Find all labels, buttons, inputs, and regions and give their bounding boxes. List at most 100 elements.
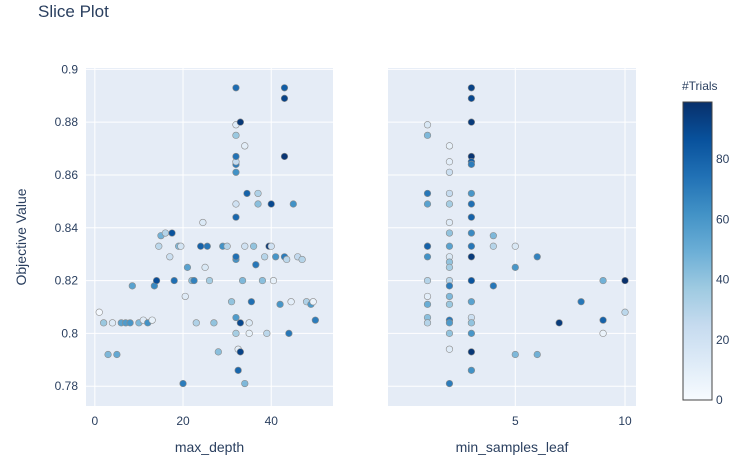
trial-point[interactable] [254, 189, 262, 198]
trial-point[interactable] [236, 348, 244, 356]
trial-point[interactable] [445, 292, 454, 301]
trial-point[interactable] [126, 319, 134, 327]
trial-point[interactable] [445, 168, 454, 176]
trial-point[interactable] [621, 276, 629, 285]
trial-point[interactable] [445, 189, 454, 198]
trial-point[interactable] [236, 319, 244, 327]
trial-point[interactable] [445, 300, 454, 308]
trial-point[interactable] [285, 329, 293, 337]
trial-point[interactable] [423, 292, 432, 301]
trial-point[interactable] [104, 350, 112, 359]
trial-point[interactable] [423, 189, 432, 198]
trial-point[interactable] [214, 348, 222, 356]
trial-point[interactable] [423, 121, 432, 129]
trial-point[interactable] [223, 242, 231, 250]
trial-point[interactable] [276, 300, 284, 308]
trial-point[interactable] [232, 253, 240, 261]
trial-point[interactable] [467, 319, 475, 327]
trial-point[interactable] [155, 242, 163, 250]
trial-point[interactable] [298, 255, 306, 264]
trial-point[interactable] [621, 308, 629, 316]
trial-point[interactable] [423, 131, 432, 139]
trial-point[interactable] [467, 189, 475, 198]
trial-point[interactable] [423, 276, 432, 285]
trial-point[interactable] [533, 253, 541, 261]
trial-point[interactable] [181, 292, 189, 301]
trial-point[interactable] [177, 242, 185, 250]
trial-point[interactable] [236, 118, 244, 126]
trial-point[interactable] [241, 242, 249, 250]
trial-point[interactable] [201, 263, 209, 271]
trial-point[interactable] [467, 366, 475, 374]
trial-point[interactable] [203, 242, 211, 250]
trial-point[interactable] [467, 329, 475, 337]
trial-point[interactable] [263, 329, 271, 337]
trial-point[interactable] [232, 313, 240, 322]
trial-point[interactable] [423, 319, 432, 327]
trial-point[interactable] [267, 200, 275, 208]
trial-point[interactable] [445, 282, 454, 290]
trial-point[interactable] [170, 276, 178, 285]
trial-point[interactable] [511, 242, 519, 250]
trial-point[interactable] [232, 84, 240, 92]
trial-point[interactable] [272, 253, 280, 261]
trial-point[interactable] [445, 319, 454, 327]
trial-point[interactable] [232, 152, 240, 161]
trial-point[interactable] [254, 200, 262, 208]
trial-point[interactable] [309, 298, 317, 306]
trial-point[interactable] [210, 319, 218, 327]
trial-point[interactable] [599, 329, 607, 337]
trial-point[interactable] [252, 261, 260, 269]
trial-point[interactable] [258, 276, 267, 285]
trial-point[interactable] [161, 229, 169, 237]
trial-point[interactable] [166, 253, 174, 261]
trial-point[interactable] [267, 242, 275, 250]
trial-point[interactable] [197, 242, 205, 250]
trial-point[interactable] [241, 142, 249, 150]
trial-point[interactable] [232, 131, 240, 139]
trial-point[interactable] [599, 276, 607, 285]
trial-point[interactable] [232, 329, 240, 337]
trial-point[interactable] [489, 232, 497, 240]
trial-point[interactable] [445, 229, 454, 237]
trial-point[interactable] [467, 242, 475, 250]
trial-point[interactable] [467, 298, 475, 306]
trial-point[interactable] [445, 142, 454, 150]
trial-point[interactable] [232, 213, 240, 221]
trial-point[interactable] [243, 189, 251, 198]
trial-point[interactable] [199, 218, 207, 227]
trial-point[interactable] [190, 276, 198, 285]
trial-point[interactable] [95, 308, 103, 316]
trial-point[interactable] [283, 255, 291, 264]
trial-point[interactable] [533, 350, 541, 359]
trial-point[interactable] [599, 316, 607, 324]
trial-point[interactable] [168, 229, 176, 237]
trial-point[interactable] [234, 366, 242, 374]
trial-point[interactable] [467, 213, 475, 221]
trial-point[interactable] [467, 253, 475, 261]
trial-point[interactable] [148, 316, 156, 324]
trial-point[interactable] [128, 282, 136, 290]
trial-point[interactable] [467, 348, 475, 356]
trial-point[interactable] [179, 379, 187, 388]
trial-point[interactable] [100, 319, 108, 327]
trial-point[interactable] [445, 345, 454, 353]
trial-point[interactable] [467, 200, 475, 208]
trial-point[interactable] [577, 298, 585, 306]
trial-point[interactable] [511, 350, 519, 359]
trial-point[interactable] [445, 263, 454, 271]
trial-point[interactable] [113, 350, 121, 359]
trial-point[interactable] [423, 200, 432, 208]
trial-point[interactable] [467, 229, 475, 237]
trial-point[interactable] [250, 242, 258, 250]
trial-point[interactable] [489, 282, 497, 290]
trial-point[interactable] [280, 94, 289, 102]
trial-point[interactable] [247, 298, 256, 306]
trial-point[interactable] [445, 218, 454, 227]
trial-point[interactable] [445, 158, 454, 166]
trial-point[interactable] [238, 276, 247, 285]
trial-point[interactable] [489, 242, 497, 250]
trial-point[interactable] [445, 200, 454, 208]
trial-point[interactable] [311, 316, 319, 324]
trial-point[interactable] [555, 319, 563, 327]
